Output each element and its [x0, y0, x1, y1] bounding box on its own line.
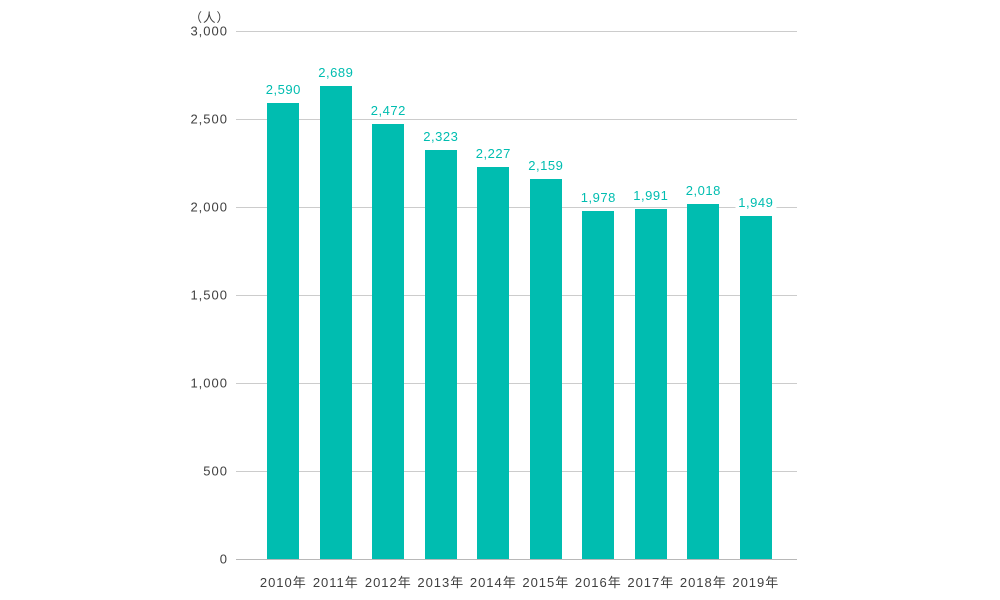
plot-area: 0 500 1,000 1,500 2,000 2,500 3,000 2,590 2010年 2… [190, 24, 797, 590]
bar [582, 210, 615, 559]
x-tick-label: 2014年 [469, 575, 517, 590]
x-tick-label: 2013年 [417, 575, 465, 590]
bar [267, 103, 300, 559]
gridline [236, 470, 797, 472]
bar [319, 85, 352, 559]
y-tick-label: 0 [219, 551, 228, 567]
gridline [236, 30, 797, 32]
bar [739, 215, 772, 559]
bar-value-label: 1,991 [630, 187, 672, 204]
x-tick-label: 2017年 [627, 575, 675, 590]
bar-value-label: 1,978 [577, 189, 619, 206]
bar [634, 208, 667, 559]
bar-value-label: 2,159 [525, 158, 567, 175]
bar [687, 203, 720, 559]
bar [372, 123, 405, 559]
bar-value-label: 2,590 [262, 82, 304, 99]
bar-value-label: 1,949 [735, 194, 777, 211]
bar-value-label: 2,227 [472, 146, 514, 163]
y-tick-label: 1,500 [190, 287, 228, 303]
bar-value-label: 2,323 [420, 129, 462, 146]
y-tick-label: 1,000 [190, 375, 228, 391]
y-tick-label: 2,000 [190, 199, 228, 215]
x-axis-line [236, 558, 797, 560]
x-tick-label: 2010年 [259, 575, 307, 590]
y-tick-label: 500 [203, 463, 228, 479]
bar-value-label: 2,689 [315, 64, 357, 81]
x-tick-label: 2011年 [312, 575, 359, 590]
x-tick-label: 2012年 [364, 575, 412, 590]
bar-value-label: 2,472 [367, 102, 409, 119]
gridline [236, 206, 797, 208]
bar [529, 179, 562, 559]
gridline [236, 118, 797, 120]
x-tick-label: 2019年 [732, 575, 780, 590]
x-tick-label: 2015年 [522, 575, 570, 590]
gridline [236, 382, 797, 384]
y-tick-label: 2,500 [190, 111, 228, 127]
y-tick-label: 3,000 [190, 23, 228, 39]
gridline [236, 294, 797, 296]
bar [424, 150, 457, 559]
x-tick-label: 2018年 [679, 575, 727, 590]
bar [477, 167, 510, 559]
x-tick-label: 2016年 [574, 575, 622, 590]
y-axis-unit-label: （人） [189, 11, 230, 25]
bar-value-label: 2,018 [682, 182, 724, 199]
